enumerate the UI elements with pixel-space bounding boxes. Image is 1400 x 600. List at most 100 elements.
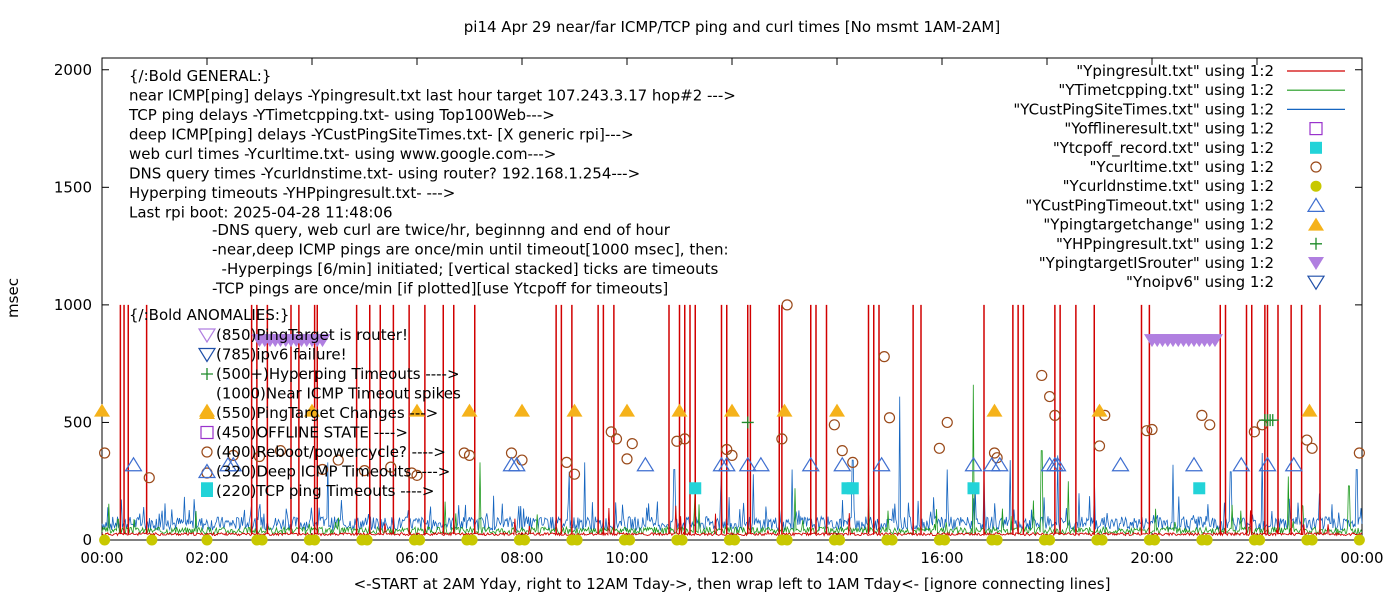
point-ycustpingtimeout bbox=[717, 456, 736, 472]
legend-entry-label: "Ypingtargetchange" using 1:2 bbox=[1043, 216, 1274, 234]
point-ycurldnstime bbox=[99, 534, 111, 546]
x-tick-label: 00:00 bbox=[1340, 549, 1383, 567]
legend-entry-label: "Ycurldnstime.txt" using 1:2 bbox=[1063, 177, 1274, 195]
x-tick-label: 20:00 bbox=[1130, 549, 1173, 567]
point-ycurltime bbox=[1141, 425, 1153, 437]
point-ycustpingtimeout bbox=[990, 456, 1009, 472]
x-tick-label: 10:00 bbox=[605, 549, 648, 567]
point-ycustpingtimeout bbox=[636, 456, 655, 472]
point-ycustpingtimeout bbox=[224, 456, 243, 472]
series-ypingresult-line bbox=[101, 505, 1363, 537]
point-ycurldnstime bbox=[414, 534, 426, 546]
point-ycurltime bbox=[626, 438, 638, 450]
point-ycurldnstime bbox=[729, 534, 741, 546]
point-ycurltime bbox=[781, 299, 793, 311]
point-ycurltime bbox=[316, 463, 329, 476]
point-ycurltime bbox=[358, 465, 371, 477]
point-ycurltime bbox=[605, 426, 617, 438]
point-ycustpingtimeout bbox=[507, 456, 526, 472]
x-tick-label: 04:00 bbox=[290, 549, 333, 567]
point-ycurltime bbox=[568, 468, 581, 480]
point-ycurldnstime bbox=[1201, 534, 1213, 546]
point-ycustpingtimeout bbox=[872, 456, 891, 472]
legend-entry-swatch bbox=[1308, 217, 1324, 231]
anomaly-line: (320)Deep ICMP Timeouts ----> bbox=[216, 463, 450, 481]
point-ycurltime bbox=[1256, 419, 1268, 431]
anomaly-key-icon bbox=[197, 463, 217, 479]
x-axis-label: <-START at 2AM Yday, right to 12AM Tday-… bbox=[354, 575, 1111, 593]
point-ycurltime bbox=[610, 433, 623, 445]
point-ypingtargetchange bbox=[409, 403, 425, 417]
point-ycurltime bbox=[253, 450, 266, 463]
point-ycurltime bbox=[274, 445, 287, 457]
point-ycurltime bbox=[933, 442, 945, 454]
point-ycurldnstime bbox=[1353, 534, 1365, 546]
x-tick-label: 22:00 bbox=[1235, 549, 1278, 567]
x-tick-label: 00:00 bbox=[80, 549, 123, 567]
point-ycurltime bbox=[1196, 409, 1208, 421]
point-ypingtargetchange bbox=[94, 403, 110, 417]
legend-entry-label: "Ypingresult.txt" using 1:2 bbox=[1076, 62, 1274, 80]
anomaly-key-icon bbox=[201, 485, 213, 497]
general-note-line: near ICMP[ping] delays -Ypingresult.txt … bbox=[129, 87, 736, 105]
point-ycurltime bbox=[1093, 440, 1106, 452]
point-ycurltime bbox=[1049, 409, 1061, 421]
anomaly-line: (850)PingTarget is router! bbox=[216, 326, 408, 344]
legend-entry-label: "Yofflineresult.txt" using 1:2 bbox=[1064, 120, 1274, 138]
point-ypingtargetchange bbox=[304, 403, 320, 417]
x-tick-label: 08:00 bbox=[500, 549, 543, 567]
point-ycustpingtimeout bbox=[1184, 456, 1204, 472]
x-tick-label: 18:00 bbox=[1025, 549, 1068, 567]
point-ypingtargetchange bbox=[461, 403, 478, 417]
series-ycustpingsitetimes-line bbox=[101, 396, 1363, 532]
legend: "Ypingresult.txt" using 1:2"YTimetcpping… bbox=[1013, 62, 1345, 291]
point-ycurltime bbox=[458, 447, 470, 459]
general-note-line: TCP ping delays -YTimetcpping.txt- using… bbox=[128, 106, 555, 124]
point-ycurldnstime bbox=[991, 534, 1003, 546]
y-tick-label: 1000 bbox=[54, 296, 92, 314]
point-ycurldnstime bbox=[361, 534, 373, 546]
anomaly-line: (450)OFFLINE STATE ----> bbox=[216, 424, 408, 442]
point-ypingtargetchange bbox=[514, 403, 530, 417]
usage-note-line: -DNS query, web curl are twice/hr, begin… bbox=[212, 221, 671, 239]
point-ycurldnstime bbox=[1306, 534, 1318, 546]
general-note-line: deep ICMP[ping] delays -YCustPingSiteTim… bbox=[129, 126, 634, 144]
legend-entry-swatch bbox=[1310, 237, 1322, 250]
point-ypingtargetchange bbox=[671, 403, 688, 417]
point-ycurltime bbox=[679, 433, 691, 445]
point-ycurldnstime bbox=[834, 534, 846, 546]
point-ycurltime bbox=[1204, 419, 1216, 431]
point-ycurltime bbox=[463, 449, 476, 461]
usage-note-line: -near,deep ICMP pings are once/min until… bbox=[212, 241, 729, 259]
point-ytcpoff_record bbox=[846, 482, 859, 495]
anomaly-line: (785)ipv6 failure! bbox=[216, 346, 347, 364]
point-ycustpingtimeout bbox=[751, 456, 770, 472]
point-ycurltime bbox=[406, 467, 418, 479]
anomaly-key-icon bbox=[200, 425, 214, 440]
point-ycustpingtimeout bbox=[1284, 456, 1303, 472]
point-ycurltime bbox=[776, 433, 788, 445]
point-ycustpingtimeout bbox=[964, 456, 983, 472]
point-ycurltime bbox=[561, 456, 573, 469]
point-ycurldnstime bbox=[1044, 534, 1056, 546]
point-ycurldnstime bbox=[1149, 534, 1161, 546]
point-ycustpingtimeout bbox=[801, 456, 820, 472]
general-note-line: Hyperping timeouts -YHPpingresult.txt- -… bbox=[129, 184, 455, 202]
point-ypingtargetchange bbox=[619, 403, 635, 417]
point-ypingtargetisrouter bbox=[314, 334, 331, 348]
point-ycurltime bbox=[99, 447, 111, 459]
point-ycurldnstime bbox=[256, 534, 268, 546]
point-ycurltime bbox=[621, 453, 633, 465]
anomaly-line: (500+)Hyperping Timeouts ----> bbox=[216, 365, 460, 383]
anomaly-key-icon bbox=[201, 368, 213, 380]
point-ypingtargetisrouter bbox=[1207, 334, 1223, 348]
point-ycurltime bbox=[726, 449, 738, 461]
point-ycurldnstime bbox=[781, 534, 793, 546]
point-ycurltime bbox=[516, 454, 528, 466]
point-ycurldnstime bbox=[1096, 534, 1108, 546]
point-ypingtargetchange bbox=[566, 403, 583, 417]
point-ycurltime bbox=[671, 435, 683, 447]
point-ycurltime bbox=[1146, 423, 1158, 436]
legend-entry-label: "Ycurltime.txt" using 1:2 bbox=[1089, 158, 1274, 176]
